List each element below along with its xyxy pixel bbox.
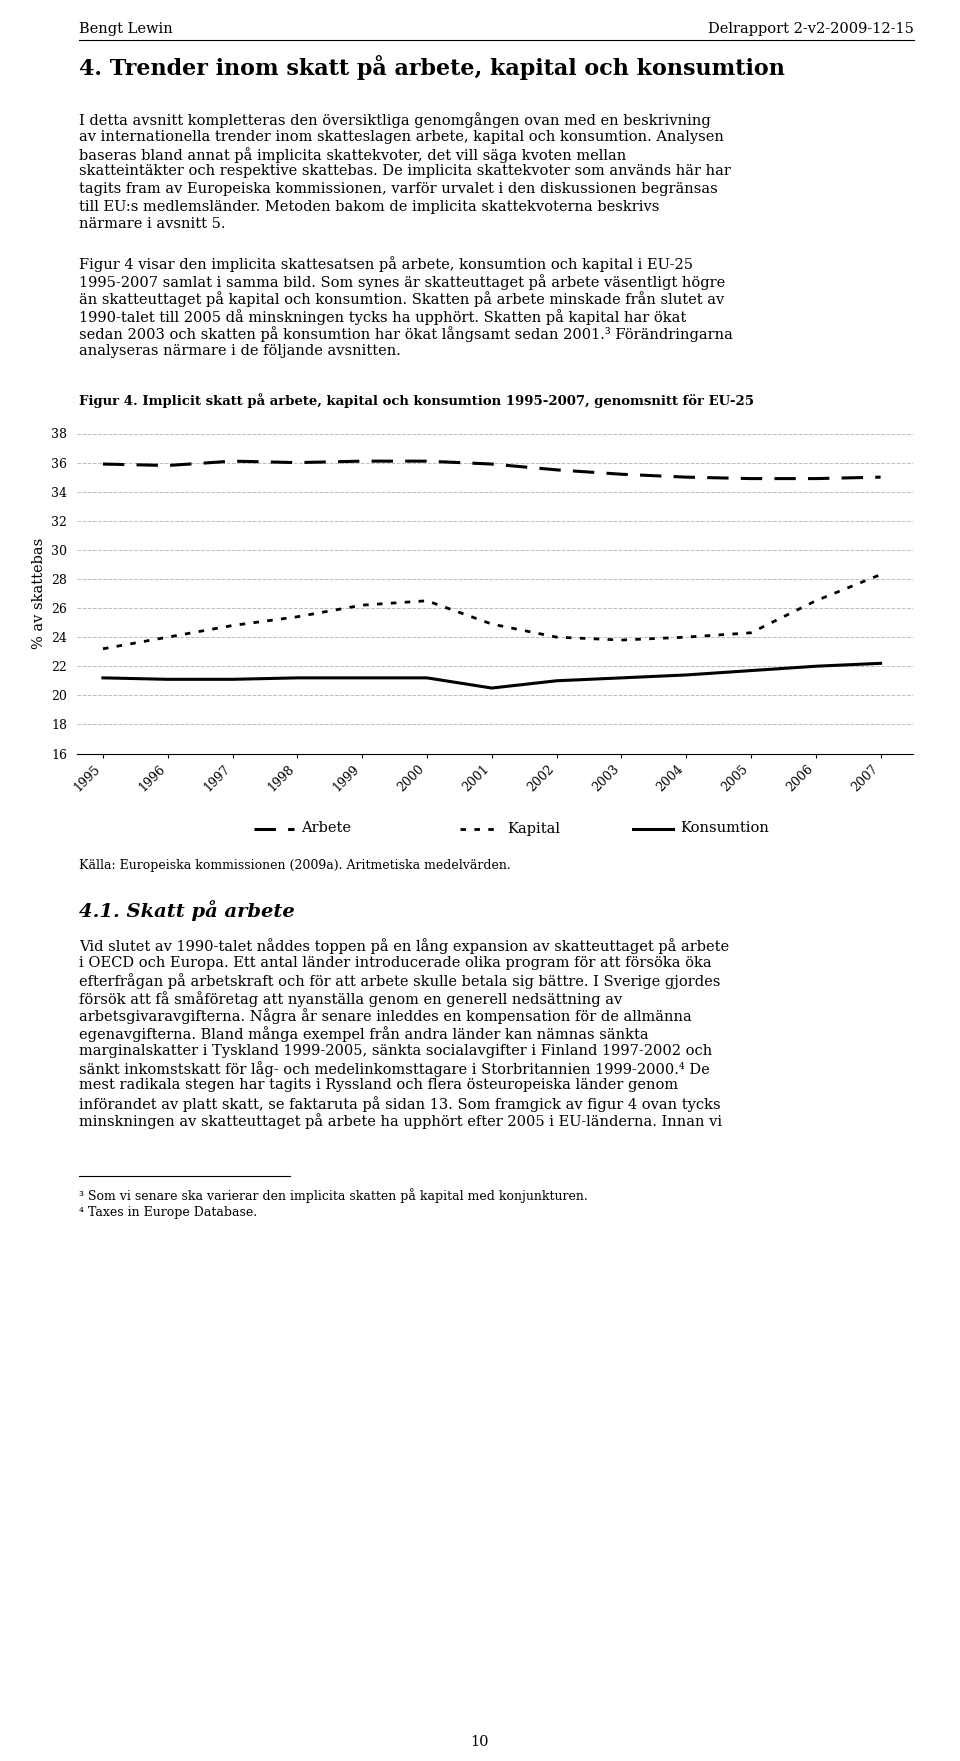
Text: arbetsgivaravgifterna. Några år senare inleddes en kompensation för de allmänna: arbetsgivaravgifterna. Några år senare i… xyxy=(79,1009,691,1025)
Text: Källa: Europeiska kommissionen (2009a). Aritmetiska medelvärden.: Källa: Europeiska kommissionen (2009a). … xyxy=(79,859,511,872)
Text: ⁴ Taxes in Europe Database.: ⁴ Taxes in Europe Database. xyxy=(79,1206,257,1219)
Text: Figur 4 visar den implicita skattesatsen på arbete, konsumtion och kapital i EU-: Figur 4 visar den implicita skattesatsen… xyxy=(79,257,693,273)
Text: sänkt inkomstskatt för låg- och medelinkomsttagare i Storbritannien 1999-2000.⁴ : sänkt inkomstskatt för låg- och medelink… xyxy=(79,1060,709,1078)
Text: egenavgifterna. Bland många exempel från andra länder kan nämnas sänkta: egenavgifterna. Bland många exempel från… xyxy=(79,1027,648,1043)
Text: Konsumtion: Konsumtion xyxy=(681,821,769,835)
Text: 1990-talet till 2005 då minskningen tycks ha upphört. Skatten på kapital har öka: 1990-talet till 2005 då minskningen tyck… xyxy=(79,308,686,324)
Text: efterfrågan på arbetskraft och för att arbete skulle betala sig bättre. I Sverig: efterfrågan på arbetskraft och för att a… xyxy=(79,974,720,990)
Text: tagits fram av Europeiska kommissionen, varför urvalet i den diskussionen begrän: tagits fram av Europeiska kommissionen, … xyxy=(79,181,717,195)
Text: sedan 2003 och skatten på konsumtion har ökat långsamt sedan 2001.³ Förändringar: sedan 2003 och skatten på konsumtion har… xyxy=(79,326,732,342)
Text: till EU:s medlemsländer. Metoden bakom de implicita skattekvoterna beskrivs: till EU:s medlemsländer. Metoden bakom d… xyxy=(79,199,660,213)
Text: Kapital: Kapital xyxy=(508,821,561,835)
Text: närmare i avsnitt 5.: närmare i avsnitt 5. xyxy=(79,217,226,231)
Y-axis label: % av skattebas: % av skattebas xyxy=(32,537,46,650)
Text: Arbete: Arbete xyxy=(301,821,351,835)
Text: av internationella trender inom skatteslagen arbete, kapital och konsumtion. Ana: av internationella trender inom skattesl… xyxy=(79,130,724,143)
Text: skatteintäkter och respektive skattebas. De implicita skattekvoter som används h: skatteintäkter och respektive skattebas.… xyxy=(79,164,731,178)
Text: än skatteuttaget på kapital och konsumtion. Skatten på arbete minskade från slut: än skatteuttaget på kapital och konsumti… xyxy=(79,292,724,308)
Text: ³ Som vi senare ska varierar den implicita skatten på kapital med konjunkturen.: ³ Som vi senare ska varierar den implici… xyxy=(79,1189,588,1203)
Text: minskningen av skatteuttaget på arbete ha upphört efter 2005 i EU-länderna. Inna: minskningen av skatteuttaget på arbete h… xyxy=(79,1113,722,1129)
Text: 4. Trender inom skatt på arbete, kapital och konsumtion: 4. Trender inom skatt på arbete, kapital… xyxy=(79,55,784,79)
Text: I detta avsnitt kompletteras den översiktliga genomgången ovan med en beskrivnin: I detta avsnitt kompletteras den översik… xyxy=(79,113,710,129)
Text: 10: 10 xyxy=(470,1735,490,1749)
Text: försök att få småföretag att nyanställa genom en generell nedsättning av: försök att få småföretag att nyanställa … xyxy=(79,991,622,1007)
Text: Delrapport 2-v2-2009-12-15: Delrapport 2-v2-2009-12-15 xyxy=(708,21,914,35)
Text: 4.1. Skatt på arbete: 4.1. Skatt på arbete xyxy=(79,900,295,921)
Text: 1995-2007 samlat i samma bild. Som synes är skatteuttaget på arbete väsentligt h: 1995-2007 samlat i samma bild. Som synes… xyxy=(79,275,725,291)
Text: analyseras närmare i de följande avsnitten.: analyseras närmare i de följande avsnitt… xyxy=(79,343,400,357)
Text: marginalskatter i Tyskland 1999-2005, sänkta socialavgifter i Finland 1997-2002 : marginalskatter i Tyskland 1999-2005, sä… xyxy=(79,1044,712,1058)
Text: i OECD och Europa. Ett antal länder introducerade olika program för att försöka : i OECD och Europa. Ett antal länder intr… xyxy=(79,956,711,970)
Text: baseras bland annat på implicita skattekvoter, det vill säga kvoten mellan: baseras bland annat på implicita skattek… xyxy=(79,146,626,162)
Text: mest radikala stegen har tagits i Ryssland och flera östeuropeiska länder genom: mest radikala stegen har tagits i Ryssla… xyxy=(79,1078,678,1092)
Text: Bengt Lewin: Bengt Lewin xyxy=(79,21,173,35)
Text: införandet av platt skatt, se faktaruta på sidan 13. Som framgick av figur 4 ova: införandet av platt skatt, se faktaruta … xyxy=(79,1095,720,1111)
Text: Figur 4. Implicit skatt på arbete, kapital och konsumtion 1995-2007, genomsnitt : Figur 4. Implicit skatt på arbete, kapit… xyxy=(79,393,754,409)
Text: Vid slutet av 1990-talet nåddes toppen på en lång expansion av skatteuttaget på : Vid slutet av 1990-talet nåddes toppen p… xyxy=(79,939,729,954)
